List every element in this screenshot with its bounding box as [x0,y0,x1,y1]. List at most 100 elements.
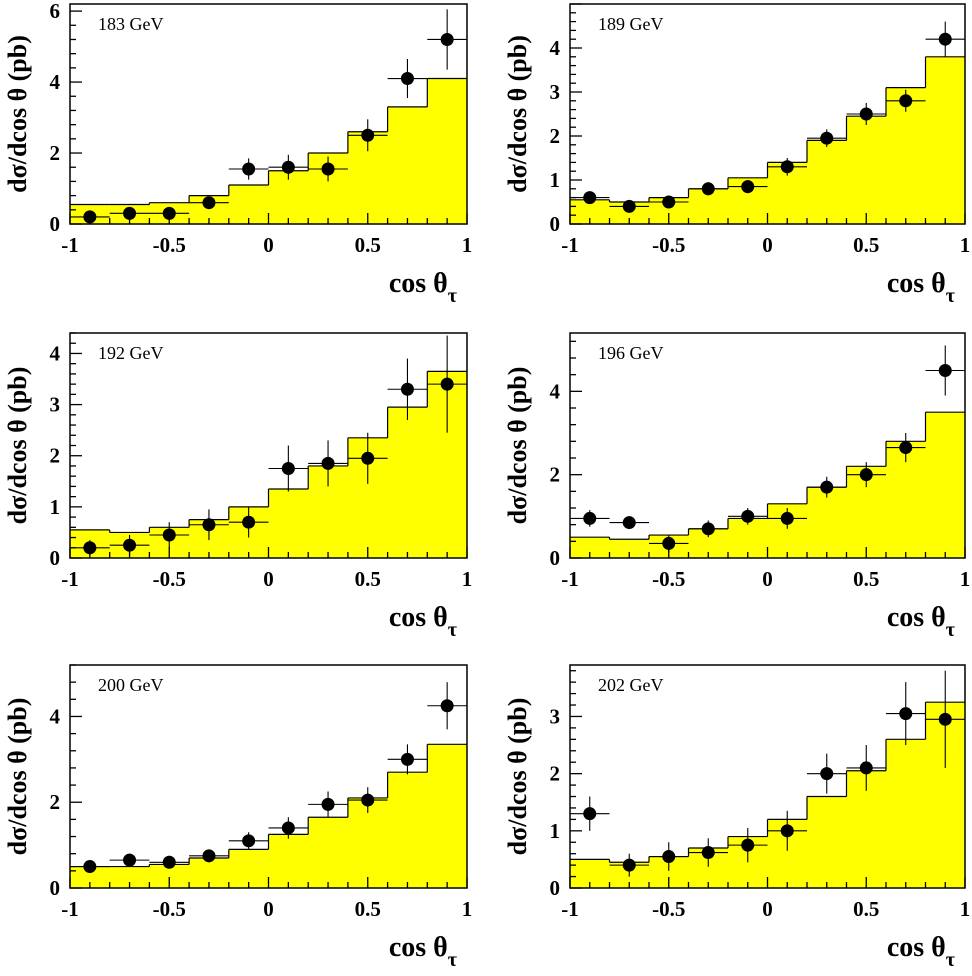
x-axis-label-subscript: τ [946,619,955,641]
y-tick-label: 0 [50,212,61,236]
y-tick-label: 2 [550,463,561,487]
y-tick-label: 2 [50,141,61,165]
data-point [622,516,636,530]
x-axis-label: cos θτ [887,932,955,971]
data-point [281,160,295,174]
data-point [123,206,137,220]
data-point [440,32,454,46]
x-tick-label: -0.5 [153,233,186,257]
x-axis-label-main: cos θ [887,932,946,963]
data-point [321,456,335,470]
data-point [820,767,834,781]
data-point [859,107,873,121]
x-tick-label: 0 [762,897,773,921]
data-point [202,196,216,210]
prediction-fill [70,744,467,888]
y-tick-label: 2 [50,790,61,814]
x-tick-label: 1 [960,567,971,591]
data-point [859,761,873,775]
x-axis-label: cos θτ [887,602,955,641]
x-tick-label: -0.5 [153,567,186,591]
energy-label: 202 GeV [598,675,664,695]
data-point [820,131,834,145]
x-tick-label: -1 [561,897,579,921]
data-point [899,94,913,108]
y-tick-label: 1 [550,168,561,192]
data-point [440,699,454,713]
x-tick-label: 0 [263,233,274,257]
x-tick-label: 1 [462,567,473,591]
data-point [583,807,597,821]
x-tick-label: 0.5 [355,233,381,257]
data-point [938,712,952,726]
x-tick-label: -0.5 [153,897,186,921]
data-point [938,32,952,46]
y-axis-label: dσ/dcos θ (pb) [3,698,32,856]
x-tick-label: 1 [462,233,473,257]
panel-4: -1 -0.5 0 0.5 1 0 2 4 196 GeV dσ/dcos θ (pb) cos θ… [503,332,971,641]
y-tick-label: 1 [50,495,61,519]
x-tick-label: -0.5 [652,897,685,921]
y-tick-label: 3 [550,80,561,104]
x-axis-label-subscript: τ [946,285,955,307]
data-point [938,364,952,377]
panel-3: -1 -0.5 0 0.5 1 0 1 2 3 4 192 GeV dσ/dcos θ (pb) cos… [3,332,473,641]
data-point [662,850,676,864]
prediction-fill [570,412,965,558]
data-point [662,195,676,209]
data-point [242,162,256,176]
data-point [123,538,137,552]
energy-label: 200 GeV [98,675,164,695]
y-tick-label: 1 [550,819,561,843]
data-point [83,860,97,874]
data-point [83,541,97,555]
panel-5: -1 -0.5 0 0.5 1 0 2 4 200 GeV dσ/dcos θ (pb) cos θ… [3,664,473,971]
y-tick-label: 3 [550,704,561,728]
x-axis-label-main: cos θ [887,268,946,299]
data-point [701,182,715,196]
data-point [361,128,375,142]
y-tick-label: 0 [50,546,61,570]
data-point [123,853,137,867]
x-axis-label-main: cos θ [389,932,448,963]
data-point [242,515,256,529]
y-axis-label: dσ/dcos θ (pb) [503,367,532,525]
prediction-fill [70,78,467,224]
data-point [400,382,414,396]
y-tick-label: 4 [50,341,61,365]
data-point [321,797,335,811]
panel-1: -1 -0.5 0 0.5 1 0 2 4 6 183 GeV dσ/dcos θ (pb) cos … [3,0,472,307]
x-tick-label: -1 [61,567,79,591]
prediction-fill [570,56,965,224]
x-tick-label: -1 [61,233,79,257]
x-tick-label: 1 [462,897,473,921]
x-tick-label: 0 [762,233,773,257]
x-axis-label: cos θτ [389,602,457,641]
x-tick-label: 0.5 [853,567,879,591]
data-point [622,858,636,872]
data-point [780,824,794,838]
x-tick-label: 0.5 [853,233,879,257]
data-point [701,522,715,536]
data-point [162,855,176,869]
data-point [583,191,597,205]
x-tick-label: 1 [960,897,971,921]
x-axis-label: cos θτ [389,268,457,307]
data-point [741,180,755,194]
x-tick-label: 0.5 [355,897,381,921]
data-point [741,509,755,523]
data-point [361,793,375,807]
y-tick-label: 4 [50,70,61,94]
prediction-fill [70,371,467,558]
x-axis-label: cos θτ [887,268,955,307]
data-point [202,849,216,863]
y-tick-label: 6 [50,0,61,23]
y-axis-label: dσ/dcos θ (pb) [3,35,32,193]
data-point [281,821,295,835]
x-tick-label: 0 [762,567,773,591]
y-tick-label: 0 [550,876,561,900]
data-point [281,462,295,476]
y-tick-label: 2 [50,444,61,468]
y-tick-label: 0 [550,546,561,570]
